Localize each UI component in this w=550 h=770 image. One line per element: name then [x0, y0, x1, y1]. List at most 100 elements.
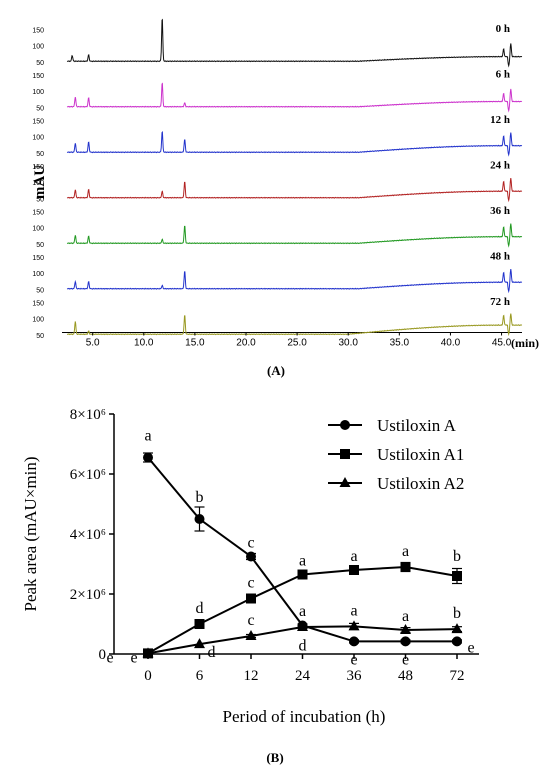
panel-b-y-tick-label: 8×10⁶	[70, 407, 106, 423]
significance-letter: a	[144, 428, 151, 445]
significance-letter: c	[247, 535, 254, 552]
chromatogram-trace-3	[66, 178, 523, 203]
panel-a-y-tick-label: 150	[32, 118, 44, 125]
legend-label: Ustiloxin A	[377, 416, 457, 435]
trace-label: 48 h	[490, 251, 510, 263]
panel-a-x-tick-label: 5.0	[86, 338, 100, 349]
panel-a-y-tick-label: 100	[32, 44, 44, 51]
series-ustiloxin-a1: e d c a a a b	[106, 543, 462, 666]
panel-a-x-tick-label: 45.0	[492, 338, 512, 349]
data-point	[349, 565, 359, 575]
panel-b-x-tick-label: 72	[450, 668, 465, 684]
data-point	[400, 562, 411, 572]
significance-letter: c	[247, 575, 254, 592]
panel-b-x-tick-label: 12	[244, 668, 259, 684]
data-point	[246, 551, 256, 562]
chromatogram-trace-1	[66, 82, 523, 113]
panel-a-y-tick-label: 50	[36, 242, 44, 249]
data-point	[400, 624, 411, 634]
significance-letter: d	[208, 644, 216, 661]
significance-letter: d	[196, 600, 204, 617]
legend-marker	[339, 477, 351, 487]
data-point	[142, 647, 154, 658]
significance-letter: d	[299, 638, 307, 655]
data-point	[297, 621, 308, 631]
trace-label: 0 h	[496, 23, 510, 35]
panel-a-y-tick-label: 50	[36, 105, 44, 112]
series-ustiloxin-a2: e d c a a a b	[130, 602, 463, 666]
panel-a-y-tick-label: 50	[36, 196, 44, 203]
panel-a-y-tick-label: 100	[32, 135, 44, 142]
panel-b-y-tick-label: 4×10⁶	[70, 527, 106, 543]
chromatogram-trace-6	[66, 313, 523, 337]
panel-a-x-tick-label: 10.0	[134, 338, 154, 349]
panel-a-x-axis-label: (min)	[511, 336, 539, 350]
chromatogram-trace-2	[66, 131, 523, 157]
panel-a-caption: (A)	[267, 363, 285, 378]
panel-a-y-tick-label: 50	[36, 151, 44, 158]
data-point	[348, 620, 360, 631]
chromatogram-trace-4	[66, 223, 523, 248]
significance-letter: e	[402, 651, 409, 668]
panel-b-x-tick-label: 36	[347, 668, 363, 684]
panel-a-x-tick-label: 35.0	[390, 338, 410, 349]
significance-letter: a	[402, 543, 409, 560]
significance-letter: b	[453, 548, 461, 565]
significance-letter: a	[402, 608, 409, 625]
panel-a-y-tick-label: 150	[32, 27, 44, 34]
panel-b-x-tick-label: 48	[398, 668, 413, 684]
panel-a-y-tick-label: 100	[32, 89, 44, 96]
panel-b-y-tick-label: 6×10⁶	[70, 467, 106, 483]
trace-label: 6 h	[496, 69, 510, 81]
panel-a-y-tick-label: 50	[36, 60, 44, 67]
significance-letter: a	[299, 603, 306, 620]
legend-marker	[340, 420, 350, 430]
trace-label: 36 h	[490, 205, 510, 217]
chromatogram-trace-0	[66, 18, 523, 68]
significance-letter: e	[350, 651, 357, 668]
panel-b-y-axis-label: Peak area (mAU×min)	[21, 457, 40, 612]
panel-a-y-tick-label: 50	[36, 333, 44, 340]
data-point	[143, 452, 153, 463]
panel-a-y-tick-label: 150	[32, 300, 44, 307]
trace-label: 12 h	[490, 114, 510, 126]
panel-a-x-tick-label: 15.0	[185, 338, 205, 349]
data-point	[194, 619, 205, 629]
panel-a-y-tick-label: 150	[32, 255, 44, 262]
panel-a-y-tick-label: 100	[32, 180, 44, 187]
data-point	[452, 636, 462, 647]
data-point	[451, 623, 463, 634]
data-point	[452, 571, 462, 581]
panel-a-y-tick-label: 150	[32, 164, 44, 171]
panel-b-x-tick-label: 0	[144, 668, 152, 684]
panel-a-x-tick-label: 30.0	[338, 338, 358, 349]
panel-a-y-ticks: 50 100 150 50 100 150 50 100 150 50 100 150 50 100 150…	[32, 27, 44, 340]
chromatogram-trace-5	[66, 269, 523, 294]
data-point	[349, 636, 359, 647]
panel-b-y-tick-label: 0	[99, 647, 107, 663]
panel-a-y-tick-label: 150	[32, 73, 44, 80]
significance-letter: c	[247, 612, 254, 629]
significance-letter: a	[350, 548, 357, 565]
significance-letter: a	[299, 553, 306, 570]
panel-a-x-tick-label: 25.0	[287, 338, 307, 349]
panel-b-x-tick-label: 6	[196, 668, 204, 684]
panel-a-x-tick-label: 20.0	[236, 338, 256, 349]
legend-label: Ustiloxin A1	[377, 445, 464, 464]
trace-label: 72 h	[490, 296, 510, 308]
panel-a-y-tick-label: 100	[32, 226, 44, 233]
panel-a-y-tick-label: 100	[32, 271, 44, 278]
panel-b-x-tick-label: 24	[295, 668, 311, 684]
data-point	[245, 630, 257, 640]
data-point	[194, 514, 205, 524]
significance-letter: e	[106, 649, 113, 666]
panel-b-y-tick-label: 2×10⁶	[70, 587, 106, 603]
legend-marker	[340, 449, 350, 459]
data-point	[194, 638, 205, 649]
significance-letter: e	[467, 639, 474, 656]
panel-b-axes: 0 2×10⁶ 4×10⁶ 6×10⁶ 8×10⁶ 0 6 12 24 36 48 72	[70, 407, 479, 684]
panel-a-y-tick-label: 150	[32, 209, 44, 216]
data-point	[400, 636, 411, 647]
